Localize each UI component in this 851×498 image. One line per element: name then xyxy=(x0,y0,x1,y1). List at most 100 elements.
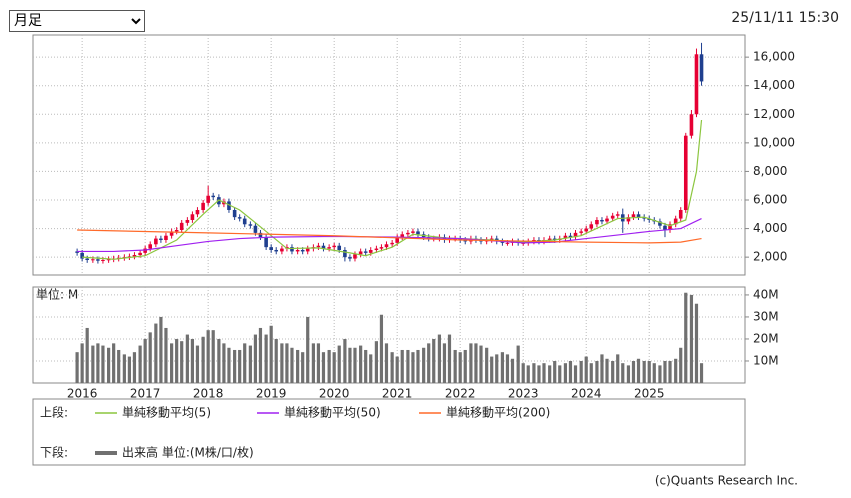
volume-bar xyxy=(611,360,615,383)
volume-bar xyxy=(311,343,315,383)
candle-body xyxy=(406,232,410,235)
volume-bar xyxy=(479,345,483,383)
volume-bar xyxy=(642,360,646,383)
volume-bar xyxy=(175,338,179,383)
candle-body xyxy=(563,235,568,239)
volume-bar xyxy=(584,356,588,383)
candle-body xyxy=(327,247,331,249)
volume-bar xyxy=(553,360,557,383)
volume-bar xyxy=(442,343,447,383)
x-tick-label: 2024 xyxy=(571,387,602,401)
candle-body xyxy=(316,245,321,248)
volume-bar xyxy=(170,343,174,383)
volume-bar xyxy=(390,352,394,383)
volume-bar xyxy=(353,347,357,383)
volume-bar xyxy=(495,354,499,383)
volume-bar xyxy=(631,360,636,383)
candle-body xyxy=(179,222,184,230)
y-tick-label: 6,000 xyxy=(753,193,787,207)
candle-body xyxy=(154,238,158,245)
volume-bar xyxy=(364,349,368,383)
candle-body xyxy=(626,217,631,222)
volume-bar xyxy=(91,345,95,383)
volume-bar xyxy=(85,327,89,383)
volume-bar xyxy=(605,358,609,383)
candle-body xyxy=(343,250,347,258)
candle-body xyxy=(584,228,589,232)
volume-bar xyxy=(458,352,462,383)
copyright: (c)Quants Research Inc. xyxy=(655,474,798,488)
candle-body xyxy=(505,242,510,244)
candle-body xyxy=(547,238,552,240)
candle-body xyxy=(159,238,163,240)
candle-body xyxy=(358,251,363,255)
candle-body xyxy=(658,221,662,226)
volume-bar xyxy=(469,343,473,383)
volume-bar xyxy=(616,354,620,383)
volume-bar xyxy=(290,347,294,383)
candle-body xyxy=(143,248,147,253)
candle-body xyxy=(227,201,231,210)
volume-bar xyxy=(243,343,247,383)
volume-bar xyxy=(337,345,341,383)
candle-body xyxy=(337,245,342,250)
volume-bar xyxy=(526,365,530,383)
x-tick-label: 2018 xyxy=(193,387,224,401)
ma-line xyxy=(82,119,703,260)
volume-bar xyxy=(568,360,573,383)
candle-body xyxy=(615,214,620,216)
volume-bar xyxy=(447,334,452,383)
volume-bar xyxy=(264,334,268,383)
volume-bar xyxy=(406,349,410,383)
volume-bar xyxy=(269,325,273,383)
candle-body xyxy=(332,245,336,248)
volume-bar xyxy=(579,360,583,383)
volume-bar xyxy=(217,338,221,383)
volume-bar xyxy=(658,365,662,383)
unit-label: 単位: M xyxy=(36,287,78,302)
volume-bar xyxy=(684,292,688,383)
price-panel xyxy=(32,34,746,276)
candle-body xyxy=(169,231,174,236)
volume-bar xyxy=(138,345,142,383)
volume-bar xyxy=(190,338,195,383)
volume-bar xyxy=(164,327,168,383)
x-tick-label: 2019 xyxy=(256,387,287,401)
x-tick-label: 2020 xyxy=(319,387,350,401)
volume-bar xyxy=(589,363,593,383)
volume-bar xyxy=(432,338,436,383)
volume-bar xyxy=(563,363,568,383)
period-select[interactable]: 月足 xyxy=(9,10,145,32)
volume-bar xyxy=(411,352,415,383)
legend-box xyxy=(32,398,746,466)
candle-body xyxy=(211,195,216,198)
candle-body xyxy=(164,235,168,240)
volume-bar xyxy=(542,363,546,383)
y-tick-label: 8,000 xyxy=(753,164,787,178)
volume-bar xyxy=(679,347,683,383)
volume-bar xyxy=(500,352,505,383)
legend-label: 単純移動平均(50) xyxy=(284,406,381,420)
y-tick-label: 2,000 xyxy=(753,250,787,264)
volume-bar xyxy=(195,345,200,383)
volume-bar xyxy=(253,334,258,383)
candle-body xyxy=(274,250,279,252)
volume-bar xyxy=(280,343,284,383)
candle-body xyxy=(91,259,95,261)
volume-bar xyxy=(107,347,111,383)
candle-body xyxy=(206,195,210,203)
volume-bar xyxy=(573,365,578,383)
candle-body xyxy=(589,224,594,229)
volume-bar xyxy=(274,338,278,383)
volume-bar xyxy=(222,343,226,383)
volume-bar xyxy=(248,345,252,383)
volume-bar xyxy=(343,338,347,383)
x-tick-label: 2017 xyxy=(130,387,161,401)
legend-title: 下段: xyxy=(40,445,68,460)
candle-body xyxy=(395,237,399,243)
candle-body xyxy=(148,244,152,249)
x-tick-label: 2022 xyxy=(445,387,476,401)
candle-body xyxy=(552,238,557,240)
candle-body xyxy=(379,247,384,249)
